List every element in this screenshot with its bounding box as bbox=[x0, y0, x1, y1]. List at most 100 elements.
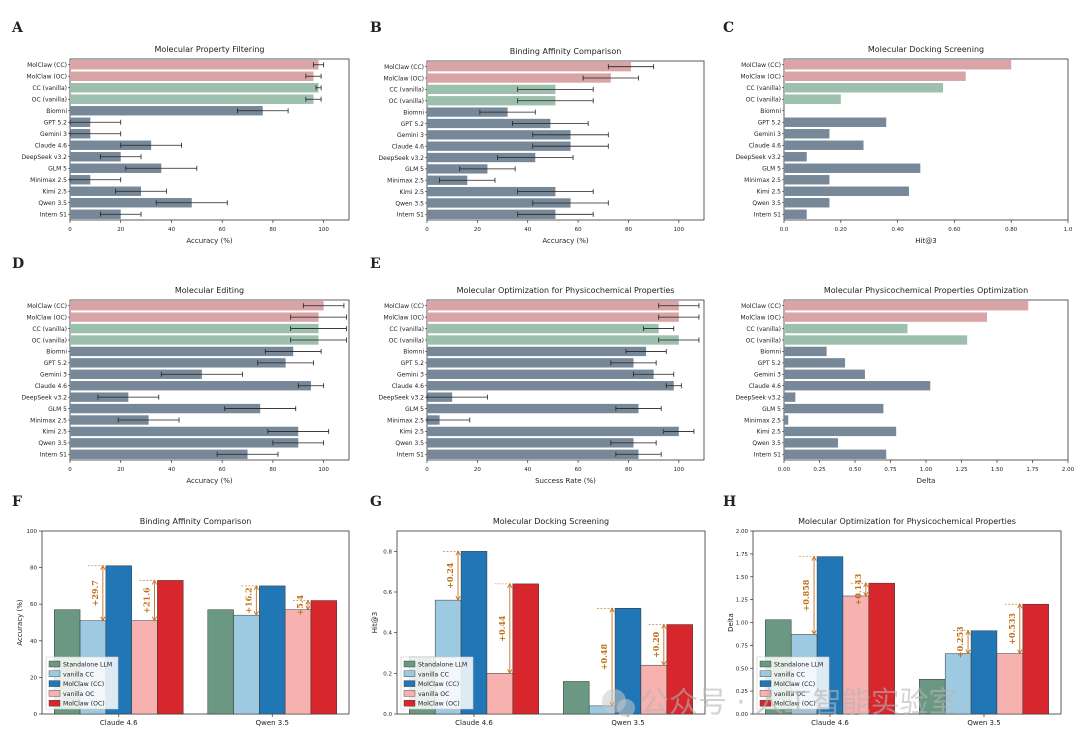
bar bbox=[70, 449, 248, 459]
y-tick-label: Gemini 3 bbox=[754, 372, 781, 379]
y-tick-label: Biomni bbox=[760, 108, 781, 115]
x-tick-label: Qwen 3.5 bbox=[256, 719, 289, 727]
legend-swatch bbox=[403, 670, 416, 677]
axes-frame bbox=[426, 60, 705, 221]
bar bbox=[427, 152, 536, 163]
chart-title: Molecular Editing bbox=[175, 286, 244, 295]
bar-vanilla-oc bbox=[131, 620, 158, 715]
bar bbox=[784, 426, 897, 437]
bar-standalone-llm bbox=[563, 681, 590, 715]
y-tick-label: OC (vanilla) bbox=[389, 98, 424, 105]
y-tick-label: Claude 4.6 bbox=[749, 383, 781, 390]
legend-label: MolClaw (CC) bbox=[418, 681, 459, 688]
x-tick-label: 0.40 bbox=[891, 227, 904, 233]
y-tick-label: CC (vanilla) bbox=[32, 326, 67, 333]
annotation-arrowhead-top bbox=[507, 582, 513, 589]
x-tick-label: 1.00 bbox=[920, 467, 933, 473]
legend-label: vanilla CC bbox=[774, 671, 805, 678]
bar bbox=[784, 301, 1029, 311]
x-tick-label: Qwen 3.5 bbox=[611, 719, 644, 727]
bar bbox=[784, 323, 908, 334]
legend-swatch bbox=[48, 700, 61, 707]
y-tick-label: 2.00 bbox=[736, 529, 749, 535]
panel-letter: B bbox=[370, 20, 382, 36]
bar bbox=[427, 198, 571, 208]
x-tick-label: 40 bbox=[524, 467, 531, 473]
y-tick-label: OC (vanilla) bbox=[389, 337, 424, 344]
annotation-arrowhead-bottom bbox=[811, 630, 817, 636]
y-tick-label: GLM 5 bbox=[762, 166, 781, 173]
y-tick-label: Kimi 2.5 bbox=[399, 429, 424, 436]
x-axis-label: Success Rate (%) bbox=[535, 477, 596, 485]
y-tick-label: MolClaw (OC) bbox=[27, 314, 67, 321]
bar bbox=[70, 83, 319, 93]
x-tick-label: 80 bbox=[269, 467, 276, 473]
legend-swatch bbox=[403, 690, 416, 697]
y-tick-label: 1.50 bbox=[736, 575, 749, 581]
x-tick-label: Claude 4.6 bbox=[100, 719, 138, 727]
bar bbox=[784, 438, 838, 448]
y-tick-label: GPT 5.2 bbox=[44, 120, 68, 127]
y-tick-label: 0.75 bbox=[736, 643, 749, 649]
bar bbox=[70, 358, 286, 368]
y-tick-label: GPT 5.2 bbox=[401, 360, 425, 367]
bar bbox=[427, 73, 611, 83]
x-tick-label: 100 bbox=[318, 227, 329, 233]
bar bbox=[784, 369, 865, 379]
y-tick-label: 1.25 bbox=[736, 598, 749, 604]
panel-letter: H bbox=[723, 494, 736, 510]
y-tick-label: Claude 4.6 bbox=[35, 143, 67, 150]
y-tick-label: Minimax 2.5 bbox=[387, 417, 424, 424]
y-tick-label: Gemini 3 bbox=[397, 132, 424, 139]
y-tick-label: Minimax 2.5 bbox=[744, 417, 781, 424]
y-tick-label: GPT 5.2 bbox=[401, 121, 425, 128]
annotation-label: +0.48 bbox=[599, 644, 609, 671]
axes-frame bbox=[41, 530, 350, 715]
x-tick-label: 40 bbox=[168, 227, 175, 233]
bar bbox=[784, 358, 846, 368]
bar bbox=[70, 60, 319, 70]
x-axis-label: Accuracy (%) bbox=[186, 477, 233, 485]
annotation-arrowhead-bottom bbox=[305, 605, 311, 611]
x-tick-label: 0.80 bbox=[1005, 227, 1018, 233]
bar bbox=[70, 71, 314, 81]
x-axis-label: Hit@3 bbox=[915, 237, 936, 245]
y-tick-label: Intern S1 bbox=[397, 452, 424, 459]
y-tick-label: Qwen 3.5 bbox=[38, 200, 67, 207]
y-tick-label: MolClaw (CC) bbox=[741, 303, 781, 310]
y-tick-label: Gemini 3 bbox=[397, 372, 424, 379]
y-tick-label: 100 bbox=[27, 529, 38, 535]
legend-label: vanilla OC bbox=[418, 691, 449, 698]
y-tick-label: MolClaw (OC) bbox=[27, 74, 67, 81]
panel-letter: G bbox=[370, 494, 382, 510]
annotation-arrowhead-bottom bbox=[100, 616, 106, 622]
y-tick-label: GPT 5.2 bbox=[758, 120, 782, 127]
bar bbox=[70, 163, 162, 173]
annotation-arrowhead-bottom bbox=[507, 669, 513, 675]
wechat-icon-small bbox=[617, 699, 635, 717]
bar-molclaw-cc bbox=[259, 585, 286, 715]
legend-swatch bbox=[759, 700, 772, 707]
x-tick-label: 0.60 bbox=[948, 227, 961, 233]
x-tick-label: 0 bbox=[425, 227, 429, 233]
y-tick-label: Biomni bbox=[760, 349, 781, 356]
legend-label: Standalone LLM bbox=[774, 662, 823, 669]
bar bbox=[427, 449, 639, 459]
x-tick-label: 40 bbox=[168, 467, 175, 473]
bar bbox=[427, 323, 659, 334]
annotation-arrowhead-top bbox=[863, 582, 869, 588]
x-tick-label: 20 bbox=[474, 467, 481, 473]
bar bbox=[784, 117, 887, 127]
y-tick-label: 0.8 bbox=[383, 549, 392, 555]
bar bbox=[70, 209, 121, 219]
annotation-arrowhead-bottom bbox=[151, 616, 158, 622]
annotation-label: +16.2 bbox=[243, 587, 253, 613]
bar bbox=[70, 438, 299, 448]
watermark: 公众号 · 人工智能实验室 bbox=[602, 685, 958, 719]
y-tick-label: Qwen 3.5 bbox=[752, 200, 781, 207]
bar bbox=[784, 71, 966, 81]
bar bbox=[70, 381, 311, 391]
y-tick-label: Qwen 3.5 bbox=[395, 440, 424, 447]
annotation-arrowhead-bottom bbox=[863, 591, 869, 597]
bar bbox=[427, 186, 556, 197]
